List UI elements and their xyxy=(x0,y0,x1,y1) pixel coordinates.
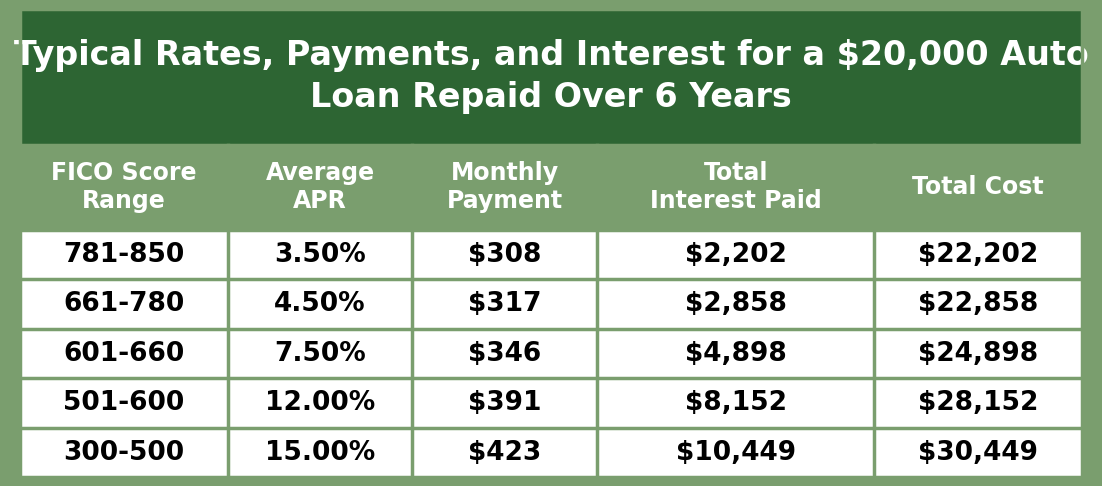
Text: 501-600: 501-600 xyxy=(63,390,184,416)
Text: $30,449: $30,449 xyxy=(918,439,1038,466)
Text: 781-850: 781-850 xyxy=(63,242,184,268)
Text: Typical Rates, Payments, and Interest for a $20,000 Auto
Loan Repaid Over 6 Year: Typical Rates, Payments, and Interest fo… xyxy=(13,39,1089,114)
Text: Average
APR: Average APR xyxy=(266,161,375,213)
Text: $391: $391 xyxy=(468,390,541,416)
Text: $317: $317 xyxy=(468,291,541,317)
Text: $2,858: $2,858 xyxy=(684,291,787,317)
Text: $22,858: $22,858 xyxy=(918,291,1038,317)
Text: $346: $346 xyxy=(468,341,541,366)
Bar xyxy=(20,145,1082,230)
Text: 12.00%: 12.00% xyxy=(264,390,375,416)
Text: 4.50%: 4.50% xyxy=(274,291,366,317)
Text: Total Cost: Total Cost xyxy=(912,175,1044,199)
Bar xyxy=(20,230,1082,279)
Text: 15.00%: 15.00% xyxy=(264,439,375,466)
Text: Total
Interest Paid: Total Interest Paid xyxy=(650,161,822,213)
Text: $10,449: $10,449 xyxy=(676,439,796,466)
Text: $308: $308 xyxy=(468,242,541,268)
Bar xyxy=(20,9,1082,145)
Text: $28,152: $28,152 xyxy=(918,390,1038,416)
Text: FICO Score
Range: FICO Score Range xyxy=(51,161,196,213)
Text: $2,202: $2,202 xyxy=(684,242,787,268)
Bar xyxy=(20,428,1082,477)
Text: $8,152: $8,152 xyxy=(684,390,787,416)
Text: $423: $423 xyxy=(468,439,541,466)
Text: 601-660: 601-660 xyxy=(63,341,184,366)
Bar xyxy=(20,378,1082,428)
Text: 7.50%: 7.50% xyxy=(274,341,366,366)
Text: $24,898: $24,898 xyxy=(918,341,1038,366)
Bar xyxy=(20,279,1082,329)
Text: $4,898: $4,898 xyxy=(684,341,787,366)
Text: Monthly
Payment: Monthly Payment xyxy=(446,161,563,213)
Bar xyxy=(20,329,1082,378)
Text: 300-500: 300-500 xyxy=(63,439,184,466)
Text: $22,202: $22,202 xyxy=(918,242,1038,268)
Text: 661-780: 661-780 xyxy=(63,291,184,317)
Text: 3.50%: 3.50% xyxy=(274,242,366,268)
